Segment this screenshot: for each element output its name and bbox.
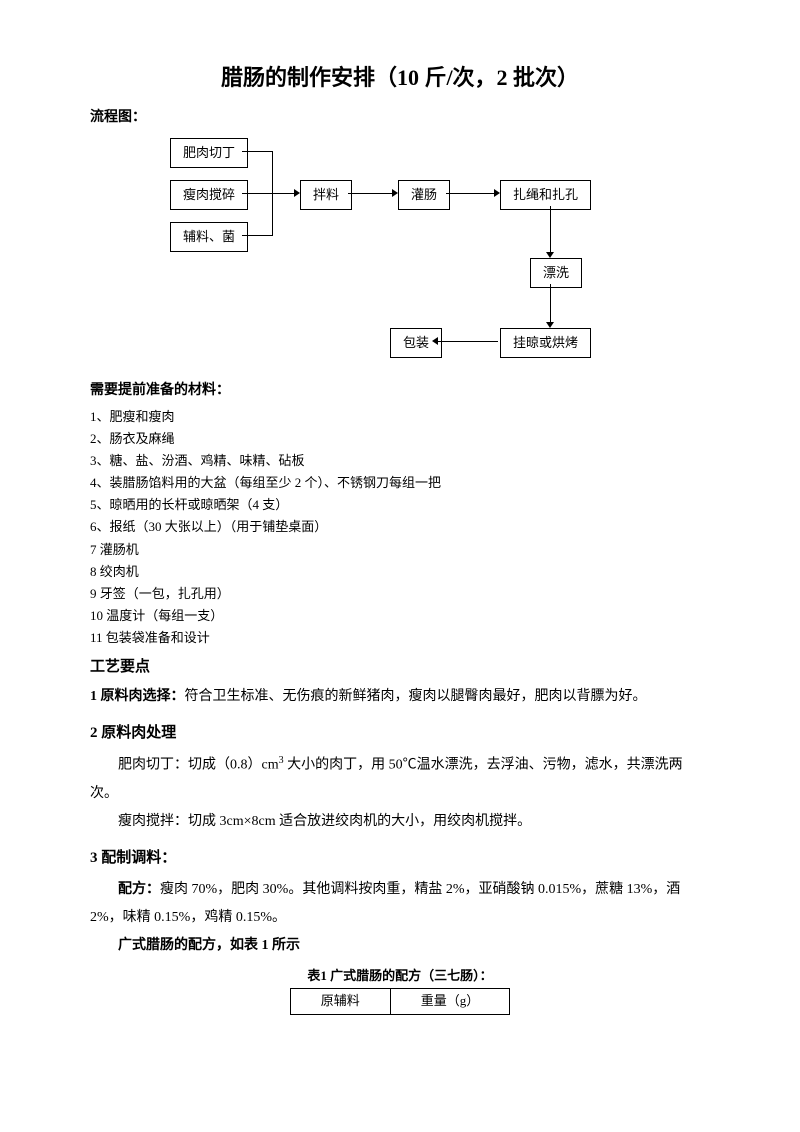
page-title: 腊肠的制作安排（10 斤/次，2 批次） — [90, 60, 710, 95]
sec2-p1: 肥肉切丁：切成（0.8）cm3 大小的肉丁，用 50℃温水漂洗，去浮油、污物，滤… — [90, 751, 710, 808]
sec2-heading: 2 原料肉处理 — [90, 721, 710, 745]
prep-item: 2、肠衣及麻绳 — [90, 428, 710, 450]
sec2-p2: 瘦肉搅拌：切成 3cm×8cm 适合放进绞肉机的大小，用绞肉机搅拌。 — [90, 808, 710, 836]
prep-label: 需要提前准备的材料： — [90, 380, 710, 402]
flow-node-dry: 挂晾或烘烤 — [500, 328, 591, 359]
flow-node-stuff: 灌肠 — [398, 180, 450, 211]
sec1-text: 符合卫生标准、无伤痕的新鲜猪肉，瘦肉以腿臀肉最好，肥肉以背膘为好。 — [185, 689, 647, 704]
sec3-heading: 3 配制调料： — [90, 846, 710, 870]
flowchart: 肥肉切丁 瘦肉搅碎 辅料、菌 拌料 灌肠 扎绳和扎孔 漂洗 挂晾或烘烤 包装 — [90, 138, 710, 368]
flow-node-lean-mince: 瘦肉搅碎 — [170, 180, 248, 211]
flow-node-tie: 扎绳和扎孔 — [500, 180, 591, 211]
prep-item: 6、报纸（30 大张以上）（用于铺垫桌面） — [90, 516, 710, 538]
prep-item: 10 温度计（每组一支） — [90, 605, 710, 627]
recipe-label: 配方： — [118, 882, 160, 897]
flowchart-label: 流程图： — [90, 107, 710, 129]
flow-node-rinse: 漂洗 — [530, 258, 582, 289]
prep-item: 9 牙签（一包，扎孔用） — [90, 583, 710, 605]
flow-node-ingredients: 辅料、菌 — [170, 222, 248, 253]
flow-node-fat-cut: 肥肉切丁 — [170, 138, 248, 169]
sec3-p1: 配方：瘦肉 70%，肥肉 30%。其他调料按肉重，精盐 2%，亚硝酸钠 0.01… — [90, 876, 710, 932]
sec3-p2: 广式腊肠的配方，如表 1 所示 — [90, 932, 710, 960]
table-header-col2: 重量（g） — [390, 989, 510, 1015]
prep-item: 4、装腊肠馅料用的大盆（每组至少 2 个）、不锈钢刀每组一把 — [90, 472, 710, 494]
flow-node-mix: 拌料 — [300, 180, 352, 211]
prep-item: 1、肥瘦和瘦肉 — [90, 406, 710, 428]
sec1: 1 原料肉选择：符合卫生标准、无伤痕的新鲜猪肉，瘦肉以腿臀肉最好，肥肉以背膘为好… — [90, 683, 710, 711]
tech-label: 工艺要点 — [90, 655, 710, 679]
prep-item: 8 绞肉机 — [90, 561, 710, 583]
sec1-heading: 1 原料肉选择： — [90, 689, 185, 704]
table-caption: 表1 广式腊肠的配方（三七肠）： — [90, 966, 710, 987]
table-header-col1: 原辅料 — [290, 989, 390, 1015]
recipe-table: 原辅料 重量（g） — [290, 988, 511, 1015]
prep-item: 7 灌肠机 — [90, 539, 710, 561]
prep-item: 3、糖、盐、汾酒、鸡精、味精、砧板 — [90, 450, 710, 472]
prep-item: 5、晾晒用的长杆或晾晒架（4 支） — [90, 494, 710, 516]
prep-item: 11 包装袋准备和设计 — [90, 627, 710, 649]
